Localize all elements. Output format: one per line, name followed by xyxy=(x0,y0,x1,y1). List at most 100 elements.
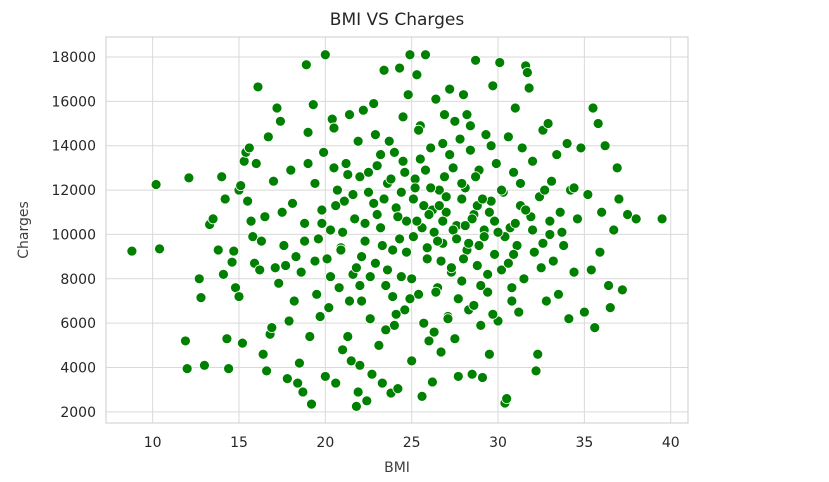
data-point xyxy=(563,313,575,325)
data-point xyxy=(345,355,357,367)
data-point xyxy=(397,155,409,167)
data-point xyxy=(463,237,475,249)
data-point xyxy=(389,146,400,158)
data-point xyxy=(461,109,473,121)
data-point xyxy=(354,280,366,291)
data-point xyxy=(490,158,502,169)
data-point xyxy=(466,213,478,225)
data-point xyxy=(401,246,412,258)
data-point xyxy=(366,368,378,380)
y-tick-labels: 2000 4000 6000 8000 10000 12000 14000 16000 1800… xyxy=(51,50,96,421)
data-point xyxy=(420,164,431,176)
data-point xyxy=(235,180,247,192)
data-point xyxy=(468,300,480,311)
data-point xyxy=(489,249,500,260)
data-point xyxy=(556,226,568,238)
data-point xyxy=(321,253,333,265)
data-point xyxy=(351,400,362,412)
data-point xyxy=(370,257,381,269)
data-point xyxy=(435,346,447,358)
data-point xyxy=(354,171,366,183)
data-point xyxy=(421,253,433,265)
data-point xyxy=(506,282,518,294)
data-point xyxy=(487,308,499,320)
data-point xyxy=(273,277,285,289)
data-point xyxy=(611,162,623,174)
data-point xyxy=(589,322,601,334)
data-point xyxy=(387,244,399,256)
data-point xyxy=(390,202,402,214)
data-point xyxy=(509,217,521,229)
data-point xyxy=(439,171,450,183)
data-point xyxy=(318,146,330,158)
data-point xyxy=(300,59,312,71)
data-point xyxy=(414,153,426,165)
data-point xyxy=(221,333,233,345)
data-point xyxy=(378,193,390,205)
data-point xyxy=(532,348,544,360)
y-tick-label: 2000 xyxy=(60,405,96,421)
data-point xyxy=(252,81,264,93)
data-point xyxy=(328,122,340,134)
data-point xyxy=(430,286,442,298)
data-point xyxy=(370,129,381,141)
data-point xyxy=(513,306,525,318)
data-point xyxy=(447,162,459,174)
data-point xyxy=(485,140,497,152)
data-point xyxy=(406,355,418,367)
data-point xyxy=(280,260,292,271)
chart-title: BMI VS Charges xyxy=(330,10,465,30)
data-point xyxy=(409,182,421,194)
data-point xyxy=(306,398,317,410)
data-point xyxy=(309,178,321,189)
data-point xyxy=(375,222,386,234)
data-point xyxy=(243,142,255,154)
data-point xyxy=(527,224,538,236)
data-point xyxy=(458,89,469,101)
data-point xyxy=(307,99,319,111)
data-point xyxy=(613,193,625,205)
data-point xyxy=(392,383,404,395)
y-tick-label: 18000 xyxy=(51,50,96,66)
data-point xyxy=(622,209,633,220)
data-point xyxy=(212,244,224,256)
data-point xyxy=(207,213,219,225)
data-point xyxy=(335,244,347,256)
data-point xyxy=(502,257,514,269)
data-point xyxy=(604,302,616,314)
data-point xyxy=(309,255,321,267)
data-point xyxy=(288,295,300,307)
data-point xyxy=(473,240,485,251)
data-point xyxy=(361,395,373,407)
data-point xyxy=(359,235,371,247)
data-point xyxy=(392,211,404,223)
data-point xyxy=(383,135,395,147)
x-tick-label: 10 xyxy=(144,435,162,451)
data-point xyxy=(399,304,411,316)
data-point xyxy=(316,217,328,229)
data-point xyxy=(311,288,323,300)
x-tick-label: 20 xyxy=(316,435,334,451)
data-point xyxy=(425,142,437,154)
x-tick-label: 40 xyxy=(662,435,680,451)
data-point xyxy=(371,160,383,172)
data-point xyxy=(330,200,342,211)
data-point xyxy=(523,82,535,94)
data-point xyxy=(254,264,266,276)
x-axis-label: BMI xyxy=(384,460,410,476)
data-point xyxy=(456,275,468,287)
data-point xyxy=(245,215,257,227)
data-point xyxy=(427,376,438,388)
data-point xyxy=(594,246,606,258)
data-point xyxy=(389,319,400,331)
data-point xyxy=(502,131,514,143)
x-tick-labels: 10 15 20 25 30 35 40 xyxy=(144,435,680,451)
data-points xyxy=(126,49,668,412)
data-point xyxy=(451,233,462,245)
data-point xyxy=(340,158,352,169)
data-point xyxy=(242,195,254,207)
data-point xyxy=(483,206,495,218)
data-point xyxy=(268,175,279,187)
data-point xyxy=(464,120,476,132)
